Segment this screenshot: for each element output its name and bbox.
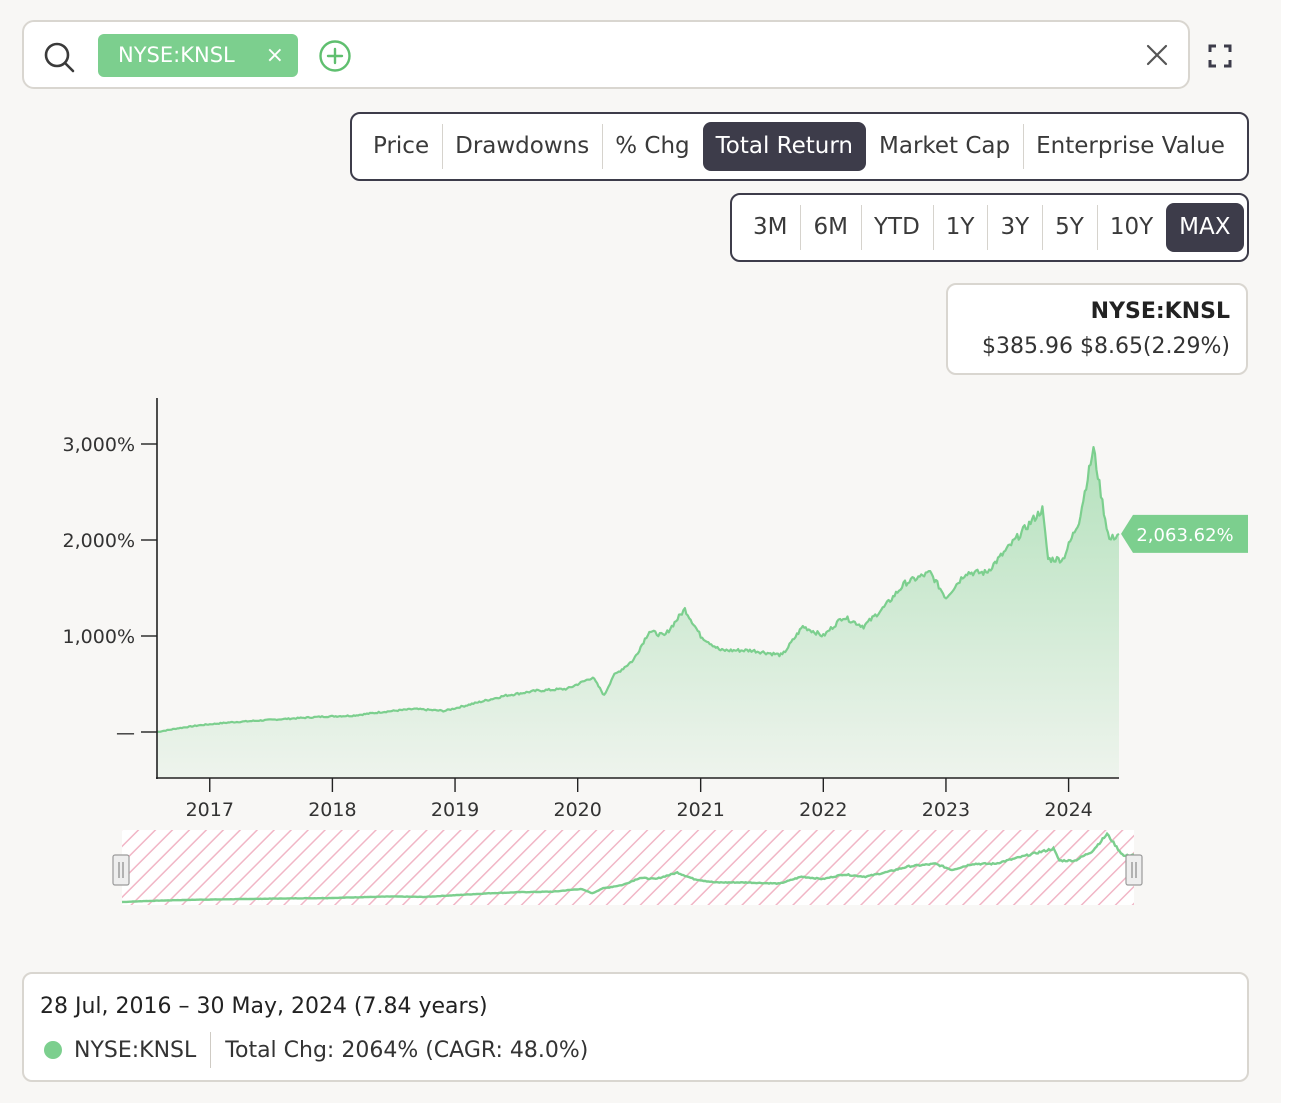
range-tabs: 3M 6M YTD 1Y 3Y 5Y 10Y MAX: [730, 193, 1249, 262]
tab-market-cap[interactable]: Market Cap: [879, 133, 1011, 159]
summary-panel: 28 Jul, 2016 – 30 May, 2024 (7.84 years)…: [22, 972, 1249, 1082]
add-ticker-icon[interactable]: [318, 39, 352, 73]
x-tick-label: 2017: [186, 799, 234, 821]
quote-symbol: NYSE:KNSL: [1090, 299, 1230, 324]
summary-change: Total Chg: 2064% (CAGR: 48.0%): [225, 1037, 589, 1063]
x-tick-label: 2024: [1044, 799, 1092, 821]
navigator-handle-right[interactable]: [1125, 854, 1143, 886]
navigator-series-line: [121, 831, 1135, 904]
y-tick-label: —: [116, 722, 135, 744]
series-area-fill: [157, 447, 1119, 778]
summary-date-range: 28 Jul, 2016 – 30 May, 2024 (7.84 years): [40, 994, 488, 1019]
last-value-label: 2,063.62%: [1136, 525, 1233, 546]
range-1y[interactable]: 1Y: [932, 203, 988, 252]
quote-tooltip: NYSE:KNSL $385.96 $8.65(2.29%): [946, 283, 1248, 375]
range-6m[interactable]: 6M: [800, 203, 860, 252]
quote-price-change: $385.96 $8.65(2.29%): [981, 334, 1230, 359]
fullscreen-icon[interactable]: [1207, 43, 1233, 69]
tab-enterprise-value[interactable]: Enterprise Value: [1023, 122, 1238, 171]
summary-divider: [210, 1032, 212, 1068]
summary-ticker: NYSE:KNSL: [74, 1037, 197, 1063]
range-max[interactable]: MAX: [1166, 203, 1244, 252]
tab-price[interactable]: Price: [373, 133, 430, 159]
x-tick-label: 2019: [431, 799, 479, 821]
tab-pct-chg[interactable]: % Chg: [602, 122, 702, 171]
total-return-chart[interactable]: — 1,000% 2,000% 3,000% 2017 2018 2019 2020 2021 2…: [0, 380, 1281, 920]
navigator-range[interactable]: [122, 830, 1134, 905]
x-tick-label: 2021: [676, 799, 724, 821]
range-ytd[interactable]: YTD: [860, 203, 933, 252]
search-bar[interactable]: NYSE:KNSL ×: [22, 20, 1190, 89]
search-icon[interactable]: [42, 40, 76, 74]
series-color-dot: [44, 1041, 62, 1059]
tab-drawdowns[interactable]: Drawdowns: [442, 122, 602, 171]
ticker-chip[interactable]: NYSE:KNSL ×: [98, 34, 298, 77]
range-5y[interactable]: 5Y: [1042, 203, 1097, 252]
y-tick-label: 1,000%: [63, 626, 135, 648]
clear-search-icon[interactable]: [1144, 42, 1170, 68]
tab-total-return[interactable]: Total Return: [702, 122, 866, 171]
chip-remove-icon[interactable]: ×: [265, 43, 284, 68]
last-value-badge: [1121, 514, 1248, 553]
range-10y[interactable]: 10Y: [1096, 203, 1166, 252]
ticker-chip-label: NYSE:KNSL: [118, 43, 235, 67]
x-tick-label: 2018: [308, 799, 356, 821]
range-3y[interactable]: 3Y: [987, 203, 1042, 252]
y-tick-label: 2,000%: [63, 530, 135, 552]
page-right-edge: [1281, 0, 1303, 1103]
range-3m[interactable]: 3M: [753, 214, 788, 240]
x-tick-label: 2023: [922, 799, 970, 821]
series-line-knsl[interactable]: [156, 446, 1120, 734]
y-tick-label: 3,000%: [63, 434, 135, 456]
summary-series-row: NYSE:KNSL Total Chg: 2064% (CAGR: 48.0%): [40, 1032, 588, 1068]
metric-tabs: Price Drawdowns % Chg Total Return Marke…: [350, 112, 1249, 181]
x-tick-label: 2020: [554, 799, 602, 821]
navigator-handle-left[interactable]: [112, 854, 130, 886]
x-tick-label: 2022: [799, 799, 847, 821]
